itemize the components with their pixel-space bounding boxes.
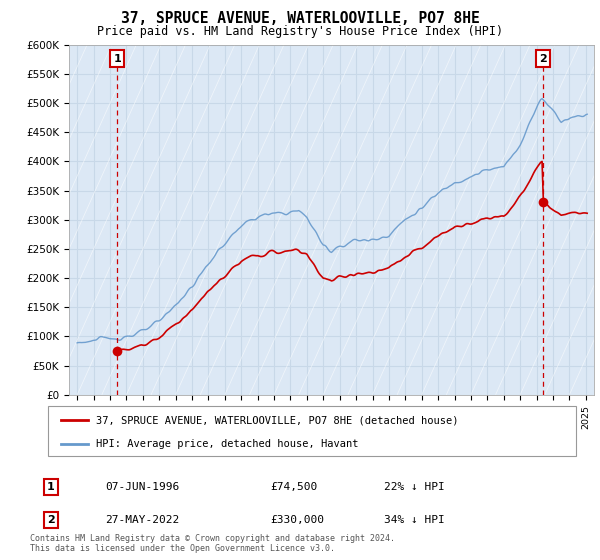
Text: 27-MAY-2022: 27-MAY-2022 [105,515,179,525]
Text: 07-JUN-1996: 07-JUN-1996 [105,482,179,492]
Text: 2: 2 [47,515,55,525]
Text: 1: 1 [113,54,121,63]
Text: 22% ↓ HPI: 22% ↓ HPI [384,482,445,492]
Text: 34% ↓ HPI: 34% ↓ HPI [384,515,445,525]
Text: 1: 1 [47,482,55,492]
Text: £330,000: £330,000 [270,515,324,525]
Text: HPI: Average price, detached house, Havant: HPI: Average price, detached house, Hava… [95,439,358,449]
Text: 37, SPRUCE AVENUE, WATERLOOVILLE, PO7 8HE (detached house): 37, SPRUCE AVENUE, WATERLOOVILLE, PO7 8H… [95,415,458,425]
Text: Price paid vs. HM Land Registry's House Price Index (HPI): Price paid vs. HM Land Registry's House … [97,25,503,38]
Text: 2: 2 [539,54,547,63]
Text: Contains HM Land Registry data © Crown copyright and database right 2024.
This d: Contains HM Land Registry data © Crown c… [30,534,395,553]
Text: 37, SPRUCE AVENUE, WATERLOOVILLE, PO7 8HE: 37, SPRUCE AVENUE, WATERLOOVILLE, PO7 8H… [121,11,479,26]
Text: £74,500: £74,500 [270,482,317,492]
